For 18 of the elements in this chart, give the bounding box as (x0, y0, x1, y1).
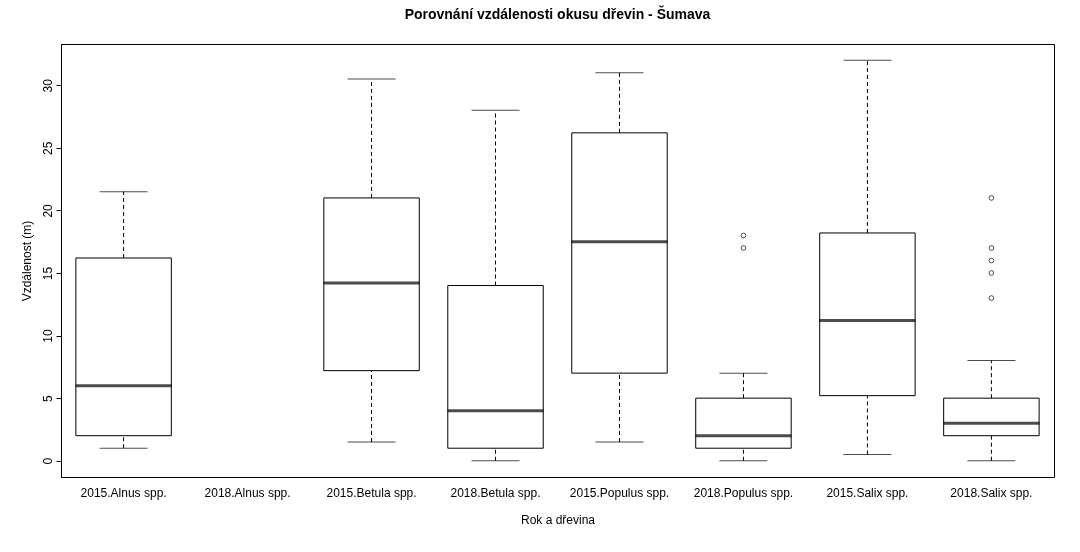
x-tick-label: 2018.Salix spp. (950, 485, 1033, 500)
x-tick-label: 2018.Alnus spp. (204, 485, 291, 500)
y-tick-label: 30 (40, 78, 55, 93)
y-tick-label: 20 (40, 203, 55, 218)
x-tick-label: 2015.Alnus spp. (80, 485, 167, 500)
y-tick-label: 15 (40, 266, 55, 281)
x-axis-title: Rok a dřevina (520, 512, 596, 527)
x-tick-label: 2015.Betula spp. (326, 485, 417, 500)
chart-title: Porovnání vzdálenosti okusu dřevin - Šumava (404, 5, 711, 22)
x-tick-label: 2018.Populus spp. (693, 485, 794, 500)
x-tick-label: 2015.Populus spp. (569, 485, 670, 500)
x-tick-label: 2015.Salix spp. (826, 485, 909, 500)
y-tick-label: 10 (40, 329, 55, 343)
y-tick-label: 0 (40, 457, 55, 465)
x-tick-label: 2018.Betula spp. (450, 485, 541, 500)
y-tick-label: 5 (40, 395, 55, 402)
y-axis-title: Vzdálenost (m) (19, 220, 34, 302)
y-tick-label: 25 (40, 141, 55, 156)
